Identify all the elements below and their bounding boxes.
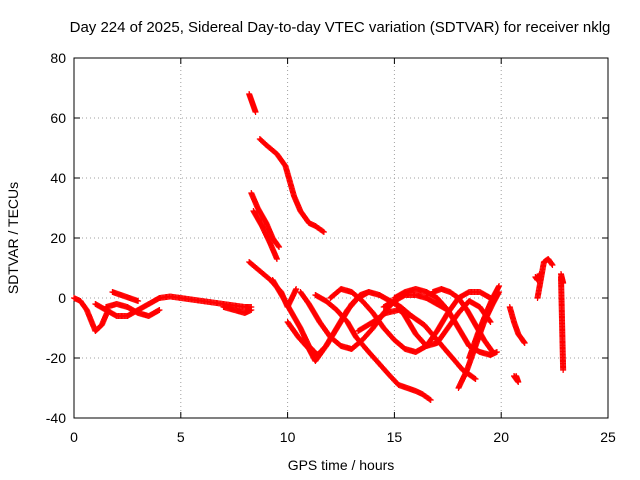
data-point — [293, 286, 300, 292]
chart-title: Day 224 of 2025, Sidereal Day-to-day VTE… — [70, 19, 611, 36]
series-track-f — [246, 91, 259, 115]
series-track-d — [109, 289, 142, 304]
data-point — [549, 262, 556, 268]
y-tick-label: 60 — [50, 110, 66, 126]
data-point — [496, 283, 503, 289]
series-track-a — [71, 295, 112, 334]
plot-frame — [73, 57, 609, 419]
data-point — [273, 256, 280, 262]
series-track-c — [103, 301, 163, 319]
data-point — [548, 261, 555, 268]
x-tick-label: 25 — [600, 429, 616, 445]
x-tick-label: 0 — [70, 429, 78, 445]
y-tick-label: -40 — [46, 410, 66, 426]
data-point — [488, 348, 495, 355]
x-axis-label: GPS time / hours — [288, 457, 395, 473]
data-point — [427, 397, 434, 403]
x-tick-label: 15 — [387, 429, 403, 445]
data-point — [319, 228, 326, 235]
y-tick-label: 40 — [50, 170, 66, 186]
data-point — [487, 319, 494, 325]
data-point — [521, 340, 528, 346]
data-point — [252, 109, 259, 115]
series-track-h — [248, 190, 283, 250]
x-tick-label: 20 — [493, 429, 509, 445]
data-point — [560, 367, 567, 373]
data-point — [156, 307, 163, 313]
data-point — [275, 243, 282, 250]
series-track-z — [558, 271, 567, 373]
data-point — [426, 396, 433, 403]
y-tick-label: -20 — [46, 350, 66, 366]
data-point — [513, 373, 520, 379]
grid — [74, 58, 608, 418]
series-track-i — [250, 208, 280, 262]
series-track-w — [511, 373, 522, 385]
y-tick-label: 20 — [50, 230, 66, 246]
series-track-u — [466, 283, 503, 361]
y-axis-label: SDTVAR / TECUs — [5, 182, 21, 294]
series-track-v — [506, 304, 528, 346]
y-tick-label: 80 — [50, 50, 66, 66]
axis-ticks: 0 5 10 15 20 25 -40 -20 0 20 40 60 80 — [46, 50, 616, 445]
data-point — [135, 298, 142, 304]
x-tick-label: 10 — [280, 429, 296, 445]
series-track-n — [312, 292, 434, 403]
data-point — [489, 349, 496, 355]
data-point — [320, 229, 327, 235]
data-points — [71, 91, 567, 403]
data-point — [248, 307, 255, 313]
series-track-y — [534, 256, 556, 301]
series-track-r — [391, 286, 500, 358]
data-point — [472, 376, 479, 382]
data-point — [471, 375, 478, 382]
series-track-g — [256, 136, 327, 235]
data-point — [276, 244, 283, 250]
data-point — [486, 318, 493, 325]
series-track-e — [220, 304, 255, 316]
x-tick-label: 5 — [177, 429, 185, 445]
y-tick-label: 0 — [58, 290, 66, 306]
